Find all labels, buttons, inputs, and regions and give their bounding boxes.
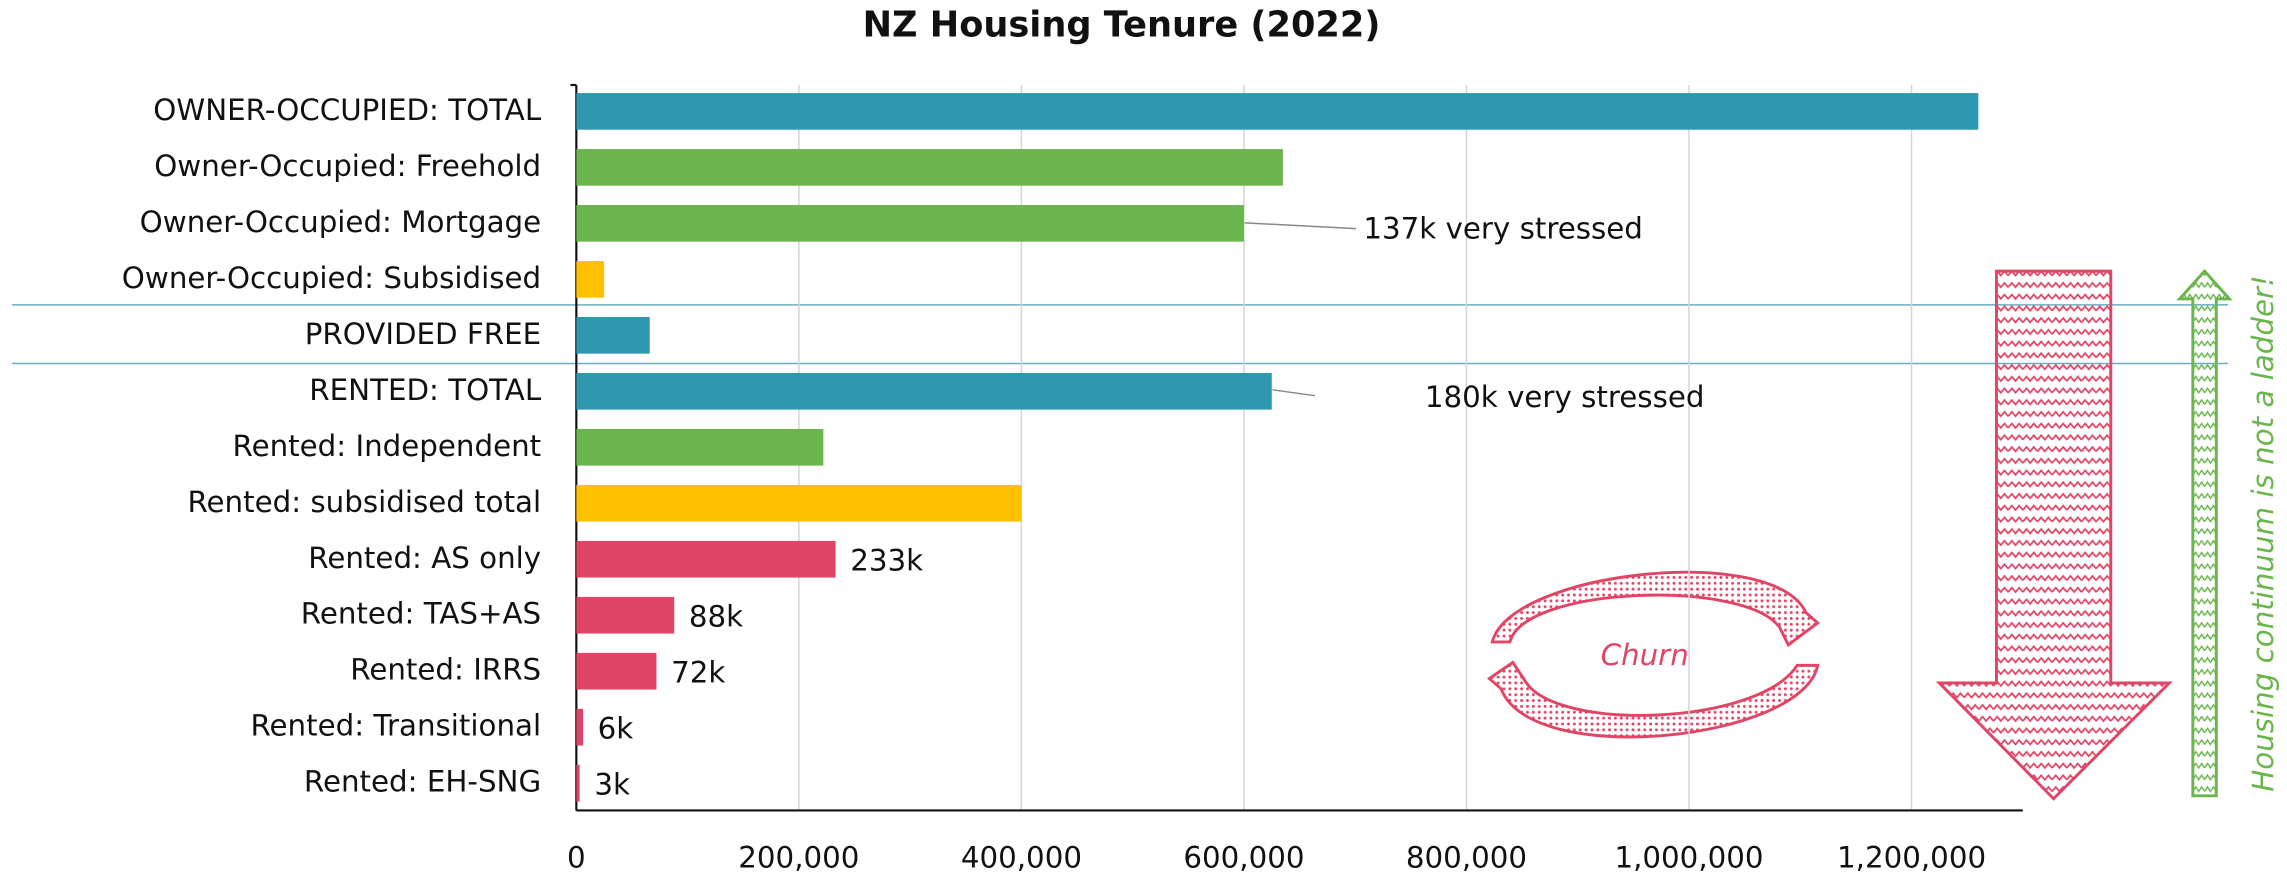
chart: NZ Housing Tenure (2022) 0 200,000 400,000… <box>0 0 2287 872</box>
bar <box>576 709 583 746</box>
churn-arrow <box>1492 572 1817 645</box>
value-label: 3k <box>594 768 630 802</box>
value-label: 6k <box>598 712 634 746</box>
x-tick-label: 400,000 <box>961 840 1082 872</box>
y-tick-label: Owner-Occupied: Mortgage <box>140 205 541 239</box>
annotation-connector <box>1272 390 1315 396</box>
y-tick-label: Rented: subsidised total <box>187 485 541 519</box>
bar <box>576 429 823 466</box>
bar <box>576 485 1021 522</box>
y-tick-label: Rented: EH-SNG <box>304 765 541 799</box>
bar <box>576 765 579 802</box>
y-tick-label: RENTED: TOTAL <box>309 373 542 407</box>
y-tick-label: Owner-Occupied: Freehold <box>154 149 541 183</box>
y-tick-label: PROVIDED FREE <box>305 317 541 351</box>
bar <box>576 261 604 298</box>
chart-title: NZ Housing Tenure (2022) <box>863 4 1381 45</box>
x-tick-label: 200,000 <box>738 840 859 872</box>
value-label: 88k <box>689 600 743 634</box>
y-tick-label: Rented: Independent <box>233 429 542 463</box>
x-tick-label: 800,000 <box>1406 840 1527 872</box>
bar <box>576 317 649 354</box>
y-tick-label: OWNER-OCCUPIED: TOTAL <box>153 93 542 127</box>
annotation: Churn <box>1601 638 1689 672</box>
up-arrow <box>2180 271 2230 796</box>
bar <box>576 149 1283 186</box>
y-tick-label: Rented: IRRS <box>350 653 541 687</box>
bar <box>576 93 1978 130</box>
value-label: 233k <box>850 544 923 578</box>
value-label: 72k <box>671 656 725 690</box>
annotation: 137k very stressed <box>1363 212 1643 246</box>
y-tick-label: Rented: AS only <box>308 541 541 575</box>
annotation: Housing continuum is not a ladder! <box>2246 275 2280 792</box>
x-tick-label: 1,200,000 <box>1837 840 1986 872</box>
bar <box>576 597 674 634</box>
churn-arrow <box>1489 662 1817 737</box>
annotation: 180k very stressed <box>1425 380 1705 414</box>
bar <box>576 373 1271 410</box>
x-tick-label: 600,000 <box>1183 840 1304 872</box>
annotation-connector <box>1243 223 1356 229</box>
y-tick-label: Rented: TAS+AS <box>301 597 541 631</box>
y-tick-label: Rented: Transitional <box>250 709 541 743</box>
bar <box>576 653 656 690</box>
x-tick-label: 0 <box>567 840 586 872</box>
x-tick-label: 1,000,000 <box>1614 840 1763 872</box>
bar <box>576 541 835 578</box>
down-arrow <box>1939 271 2169 799</box>
bar <box>576 205 1244 242</box>
y-tick-label: Owner-Occupied: Subsidised <box>122 261 541 295</box>
